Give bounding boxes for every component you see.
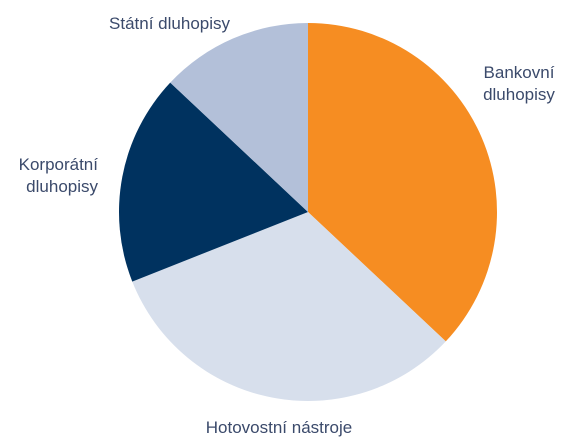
slice-label-line: Korporátní (19, 155, 99, 174)
pie-slice-statni-dluhopisy (170, 23, 308, 212)
pie-slices (119, 23, 497, 401)
slice-label-line: dluhopisy (483, 85, 555, 104)
slice-labels: Bankovní dluhopisy Hotovostní nástroje Korp… (19, 14, 556, 437)
slice-label-bankovni-dluhopisy: Bankovní dluhopisy (483, 63, 555, 104)
slice-label-line: dluhopisy (26, 177, 98, 196)
slice-label-korporatni-dluhopisy: Korporátní dluhopisy (19, 155, 99, 196)
slice-label-line: Bankovní (484, 63, 555, 82)
pie-slice-korporatni-dluhopisy (119, 82, 308, 282)
slice-label-line: Státní dluhopisy (109, 14, 230, 33)
slice-label-statni-dluhopisy: Státní dluhopisy (109, 14, 230, 33)
slice-label-hotovostni-nastroje: Hotovostní nástroje (206, 418, 352, 437)
pie-slice-hotovostni-nastroje (132, 212, 446, 401)
slice-label-line: Hotovostní nástroje (206, 418, 352, 437)
pie-slice-bankovni-dluhopisy (308, 23, 497, 342)
